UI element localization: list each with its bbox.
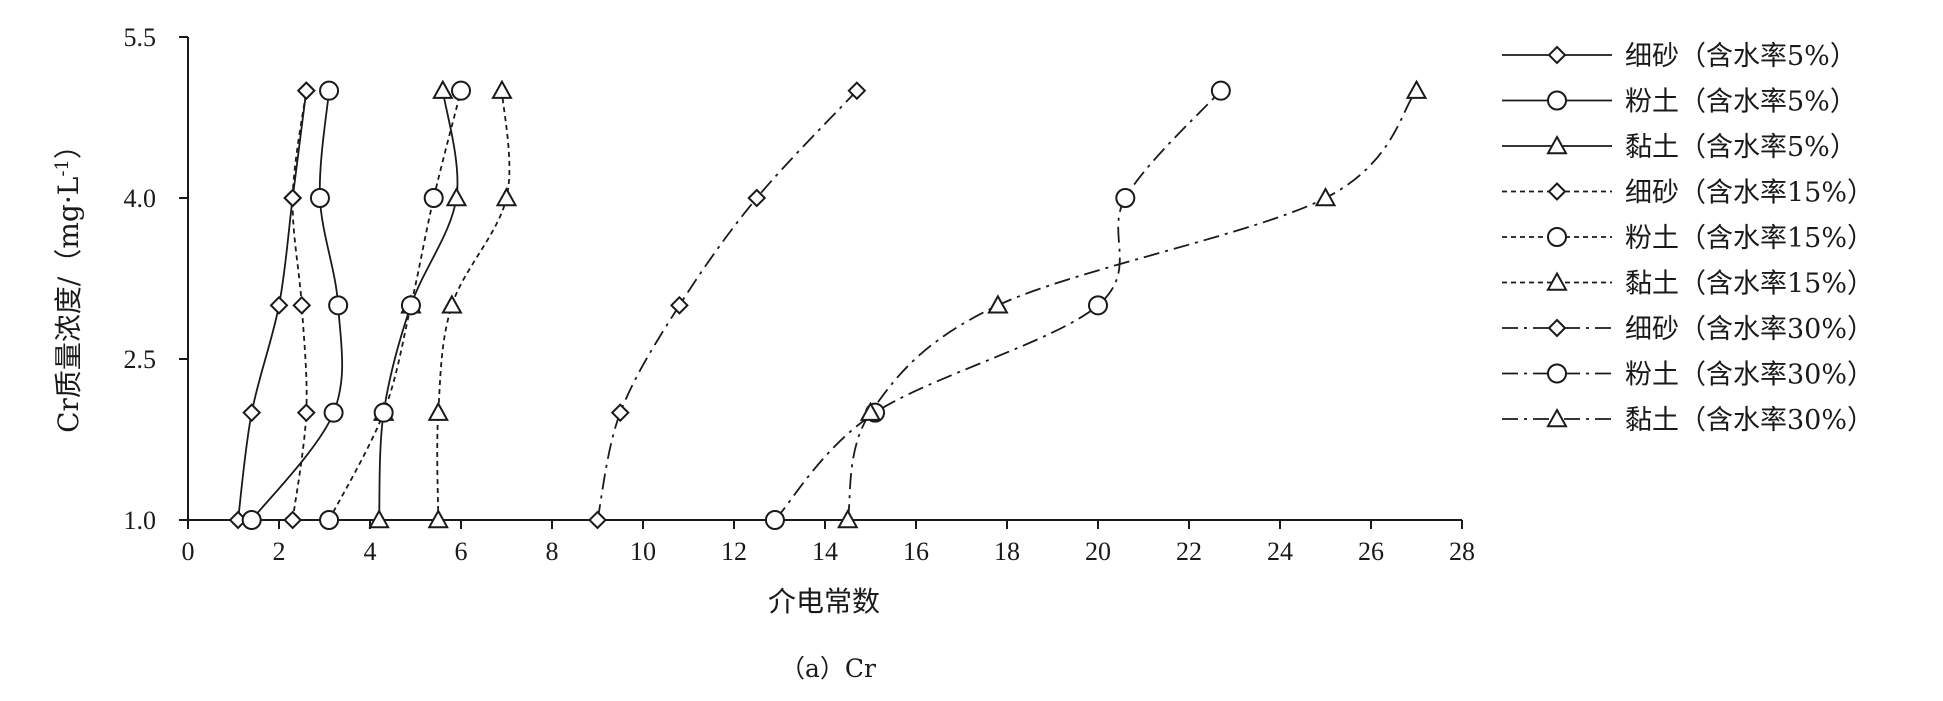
data-point-circle	[319, 80, 340, 101]
series-line	[328, 90, 462, 521]
y-axis-title-main: Cr质量浓度/（mg·L	[52, 177, 85, 433]
data-point-triangle	[432, 79, 454, 99]
series-line	[436, 90, 511, 521]
y-axis-title-close: ）	[52, 131, 85, 159]
x-tick-label: 26	[1358, 537, 1384, 566]
data-point-circle	[400, 295, 421, 316]
x-tick-label: 4	[364, 537, 377, 566]
y-tick-label: 4.0	[124, 184, 157, 213]
x-tick-label: 14	[812, 537, 838, 566]
data-point-circle	[1088, 295, 1108, 316]
legend-label: 黏土（含水率30%）	[1625, 405, 1874, 436]
chart-axes: 0 2 4 6 8 10 12 14 16 18 20 22 24 26 28 1.02.54.05.5	[124, 23, 1476, 566]
legend-label: 黏土（含水率5%）	[1625, 132, 1857, 163]
legend-label: 细砂（含水率15%）	[1625, 178, 1874, 209]
data-point-diamond	[747, 188, 767, 208]
x-tick-label: 12	[721, 537, 747, 566]
legend-marker-diamond	[1547, 318, 1567, 338]
x-tick-label: 22	[1176, 537, 1202, 566]
y-tick-label: 2.5	[124, 345, 157, 374]
legend-marker-triangle	[1546, 407, 1568, 428]
data-point-triangle	[441, 294, 463, 314]
data-point-diamond	[296, 403, 316, 423]
y-ticks: 1.0 2.5 4.0 5.5	[124, 23, 188, 535]
series-line	[774, 90, 1222, 521]
data-point-circle	[423, 188, 444, 208]
x-tick-label: 24	[1267, 537, 1293, 566]
figure-caption: （a）Cr	[780, 654, 876, 683]
x-tick-label: 20	[1085, 537, 1111, 566]
legend-label: 粉土（含水率5%）	[1625, 87, 1857, 118]
data-point-circle	[1210, 80, 1231, 101]
legend-marker-circle	[1547, 227, 1567, 247]
data-point-triangle	[368, 508, 390, 529]
x-tick-label: 18	[994, 537, 1020, 566]
data-point-circle	[241, 510, 262, 530]
data-point-diamond	[669, 295, 689, 315]
x-tick-label: 2	[273, 537, 286, 566]
x-axis-title: 介电常数	[768, 585, 880, 618]
data-point-circle	[373, 402, 394, 423]
data-point-triangle	[445, 186, 468, 207]
data-point-diamond	[283, 510, 303, 530]
y-tick-label: 5.5	[124, 23, 157, 52]
x-tick-label: 28	[1449, 537, 1475, 566]
series-line	[846, 90, 1418, 521]
legend-label: 粉土（含水率15%）	[1625, 223, 1874, 254]
y-axis-title: Cr质量浓度/（mg·L-1）	[52, 131, 85, 433]
legend-label: 黏土（含水率15%）	[1625, 269, 1874, 300]
data-point-diamond	[847, 81, 867, 101]
series-markers	[228, 79, 1428, 530]
x-tick-label: 16	[903, 537, 929, 566]
legend: 细砂（含水率5%） 粉土（含水率5%） 黏土（含水率5%） 细砂（含水率15%） 粉土（…	[1502, 41, 1874, 436]
data-point-triangle	[495, 186, 518, 207]
data-point-diamond	[610, 403, 630, 423]
x-tick-label: 6	[455, 537, 468, 566]
y-tick-label: 1.0	[124, 506, 157, 535]
legend-marker-diamond	[1547, 45, 1567, 65]
data-point-circle	[451, 80, 471, 101]
series-line	[596, 90, 858, 521]
legend-marker-circle	[1547, 363, 1567, 384]
data-point-diamond	[283, 188, 303, 208]
x-tick-label: 10	[630, 537, 656, 566]
y-axis-title-superscript: -1	[52, 159, 73, 177]
series-line	[291, 90, 308, 521]
data-point-triangle	[837, 508, 859, 529]
data-point-triangle	[427, 508, 449, 529]
data-point-triangle	[1405, 79, 1428, 99]
legend-marker-triangle	[1546, 271, 1568, 291]
data-point-circle	[323, 402, 344, 423]
data-point-circle	[1115, 188, 1136, 208]
data-point-diamond	[588, 510, 607, 530]
data-point-circle	[328, 295, 349, 316]
data-point-diamond	[269, 295, 289, 315]
legend-marker-diamond	[1547, 182, 1567, 201]
data-point-triangle	[1314, 186, 1337, 207]
data-point-circle	[309, 188, 330, 208]
legend-label: 粉土（含水率30%）	[1625, 360, 1874, 391]
x-tick-label: 0	[182, 537, 195, 566]
data-point-triangle	[427, 401, 449, 421]
data-point-triangle	[491, 79, 513, 99]
legend-marker-circle	[1547, 90, 1567, 111]
legend-label: 细砂（含水率5%）	[1625, 41, 1857, 72]
x-ticks: 0 2 4 6 8 10 12 14 16 18 20 22 24 26 28	[182, 520, 1475, 566]
data-point-triangle	[987, 294, 1009, 314]
data-point-triangle	[859, 401, 882, 421]
data-point-diamond	[242, 403, 262, 423]
legend-marker-triangle	[1546, 134, 1568, 155]
data-point-diamond	[292, 295, 312, 315]
data-point-circle	[764, 510, 785, 530]
data-point-circle	[319, 510, 340, 530]
x-tick-label: 8	[546, 537, 559, 566]
data-point-diamond	[296, 81, 316, 101]
legend-label: 细砂（含水率30%）	[1625, 314, 1874, 345]
